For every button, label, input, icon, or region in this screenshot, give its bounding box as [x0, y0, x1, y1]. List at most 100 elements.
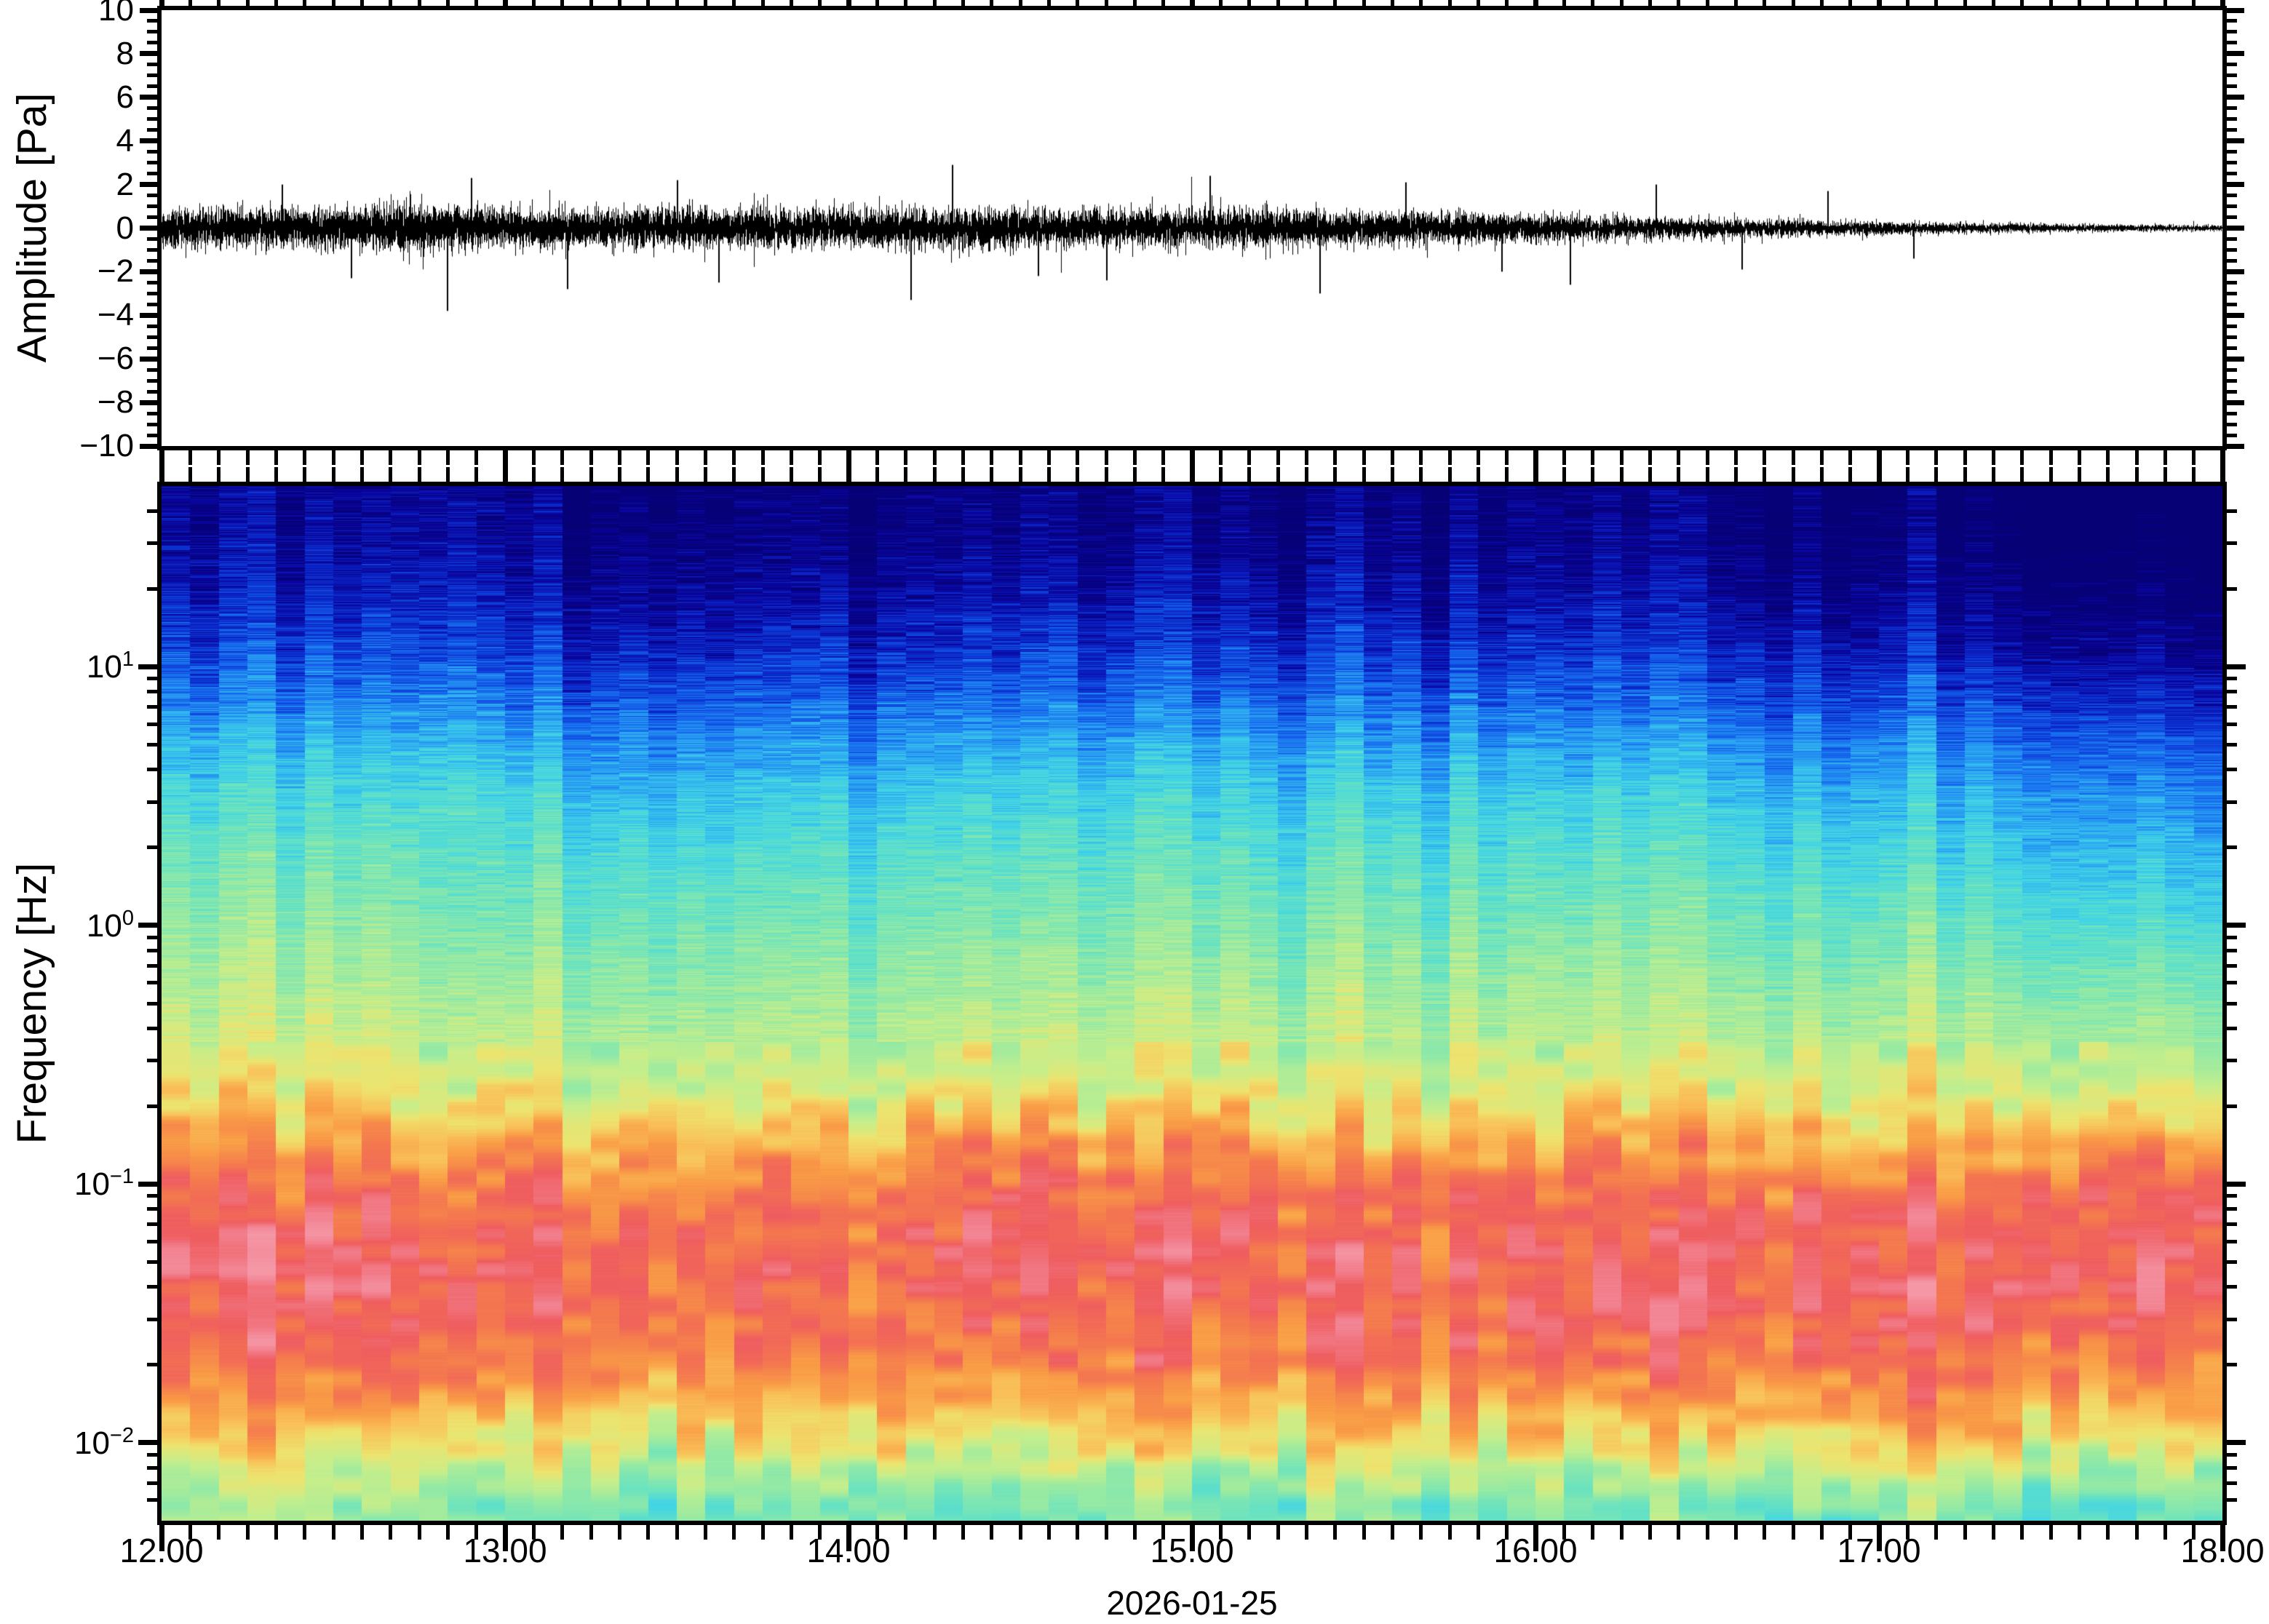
- axis-tick: [2049, 467, 2053, 482]
- axis-tick: [904, 467, 908, 482]
- axis-tick: [1876, 1525, 1882, 1551]
- axis-tick: [147, 215, 157, 220]
- axis-tick: [138, 923, 157, 928]
- axis-tick: [331, 0, 335, 6]
- axis-tick: [147, 389, 157, 394]
- axis-tick: [675, 467, 679, 482]
- axis-tick: [1905, 467, 1910, 482]
- axis-tick: [732, 467, 736, 482]
- axis-tick: [1218, 467, 1223, 482]
- axis-tick: [147, 30, 157, 34]
- axis-tick: [760, 0, 765, 6]
- axis-tick: [1991, 450, 1995, 465]
- axis-tick: [1677, 0, 1681, 6]
- date-label: 2026-01-25: [1106, 1584, 1278, 1622]
- axis-tick: [789, 450, 793, 465]
- axis-tick: [474, 450, 479, 465]
- axis-tick: [1733, 450, 1738, 465]
- axis-tick: [1733, 0, 1738, 6]
- axis-tick: [147, 117, 157, 122]
- axis-tick: [1247, 1525, 1252, 1540]
- axis-tick: [1276, 0, 1280, 6]
- axis-tick: [2227, 1452, 2237, 1457]
- axis-tick: [2134, 467, 2139, 482]
- axis-tick: [138, 1440, 157, 1446]
- axis-tick: [703, 450, 707, 465]
- axis-tick: [359, 0, 364, 6]
- axis-tick: [2227, 1026, 2237, 1030]
- axis-tick: [2227, 268, 2244, 274]
- axis-tick: [2227, 73, 2237, 78]
- amplitude-tick-label: 2: [116, 166, 134, 202]
- axis-tick: [303, 0, 307, 6]
- axis-tick: [990, 1525, 994, 1540]
- axis-tick: [147, 106, 157, 111]
- axis-tick: [2227, 172, 2237, 176]
- axis-tick: [703, 0, 707, 6]
- axis-tick: [875, 467, 879, 482]
- axis-tick: [1848, 450, 1853, 465]
- axis-tick: [2227, 1440, 2246, 1446]
- axis-tick: [617, 0, 621, 6]
- axis-tick: [1018, 0, 1022, 6]
- axis-tick: [2227, 19, 2237, 23]
- axis-tick: [147, 1059, 157, 1063]
- axis-tick: [1476, 0, 1480, 6]
- axis-tick: [147, 690, 157, 694]
- axis-tick: [1619, 0, 1624, 6]
- axis-tick: [675, 450, 679, 465]
- axis-tick: [1333, 1525, 1338, 1540]
- axis-tick: [1505, 0, 1509, 6]
- axis-tick: [445, 450, 450, 465]
- axis-tick: [2227, 1222, 2237, 1227]
- axis-tick: [1876, 0, 1882, 6]
- axis-tick: [760, 1525, 765, 1540]
- waveform-canvas: [162, 10, 2222, 446]
- axis-tick: [147, 1452, 157, 1457]
- axis-tick: [147, 1498, 157, 1502]
- axis-tick: [147, 378, 157, 383]
- axis-tick: [961, 467, 965, 482]
- axis-tick: [818, 0, 822, 6]
- axis-tick: [1132, 1525, 1137, 1540]
- axis-tick: [1848, 1525, 1853, 1540]
- axis-tick: [1619, 1525, 1624, 1540]
- axis-tick: [1705, 1525, 1709, 1540]
- axis-tick: [217, 450, 221, 465]
- axis-tick: [1104, 450, 1108, 465]
- axis-tick: [303, 467, 307, 482]
- axis-tick: [1677, 1525, 1681, 1540]
- axis-tick: [147, 411, 157, 415]
- time-tick-label: 16:00: [1493, 1532, 1578, 1569]
- axis-tick: [389, 450, 393, 465]
- axis-tick: [147, 236, 157, 241]
- axis-tick: [675, 0, 679, 6]
- axis-tick: [2227, 356, 2244, 362]
- axis-tick: [1018, 450, 1022, 465]
- axis-tick: [531, 1525, 536, 1540]
- axis-tick: [2227, 411, 2237, 415]
- axis-tick: [147, 422, 157, 426]
- axis-tick: [2077, 467, 2081, 482]
- axis-tick: [147, 768, 157, 772]
- axis-tick: [990, 450, 994, 465]
- axis-tick: [1076, 450, 1080, 465]
- axis-tick: [2220, 455, 2225, 482]
- axis-tick: [2227, 291, 2237, 295]
- axis-tick: [274, 1525, 278, 1540]
- axis-tick: [2227, 399, 2244, 405]
- axis-tick: [147, 346, 157, 350]
- axis-tick: [875, 0, 879, 6]
- axis-tick: [2106, 1525, 2110, 1540]
- axis-tick: [138, 664, 157, 669]
- axis-tick: [2134, 450, 2139, 465]
- axis-tick: [245, 1525, 250, 1540]
- axis-tick: [2134, 1525, 2139, 1540]
- axis-tick: [140, 356, 157, 362]
- axis-tick: [1819, 1525, 1824, 1540]
- axis-tick: [1076, 0, 1080, 6]
- axis-tick: [2227, 7, 2244, 13]
- axis-tick: [147, 1207, 157, 1211]
- axis-tick: [2227, 106, 2237, 111]
- axis-tick: [2192, 1525, 2196, 1540]
